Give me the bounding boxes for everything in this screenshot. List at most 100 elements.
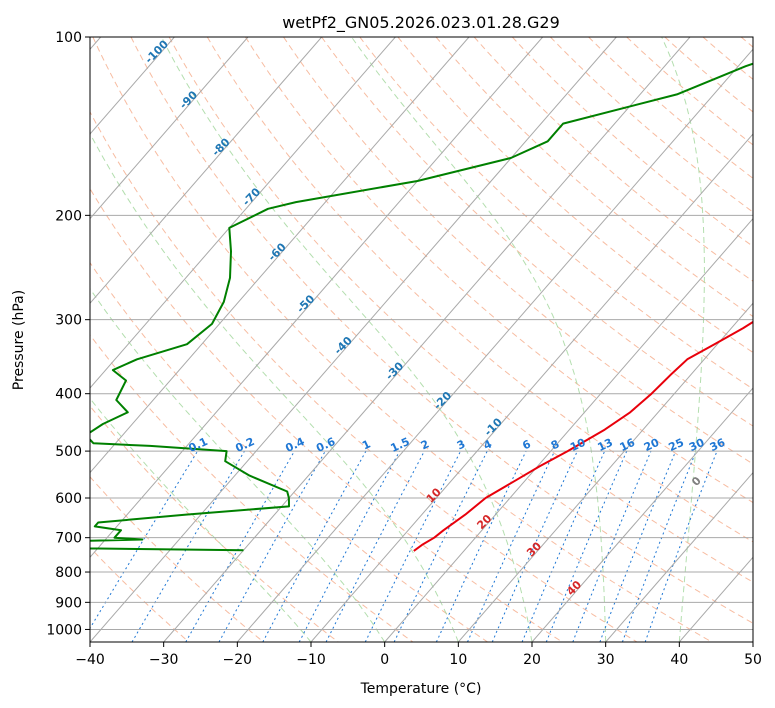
dry-adiabat: [130, 37, 753, 624]
x-tick-label: 30: [597, 652, 615, 668]
mixing-ratio-label: 1.5: [389, 435, 412, 455]
mixing-ratio-label: 2: [419, 437, 431, 452]
x-tick-label: −20: [223, 652, 253, 668]
mixing-ratio-line: [467, 450, 556, 642]
dry-adiabat: [90, 187, 563, 642]
dry-adiabat: [206, 37, 753, 543]
isotherm-label: 0: [689, 474, 704, 489]
isotherm-line: [90, 37, 470, 474]
moist-adiabat: [661, 37, 705, 642]
mixing-ratio-label: 16: [618, 436, 638, 454]
isotherm-line: [90, 37, 249, 220]
temperature-line: [413, 320, 753, 552]
mixing-ratio-line: [644, 450, 718, 642]
x-tick-label: −30: [149, 652, 179, 668]
pseudo-adiabat-label: 20: [474, 512, 494, 532]
mixing-ratio-label: 4: [482, 437, 495, 452]
isotherm-line: [163, 37, 691, 642]
isotherm-label: -40: [332, 334, 355, 357]
mixing-ratio-line: [621, 450, 697, 642]
isotherm-line: [457, 302, 753, 642]
y-tick-label: 700: [55, 531, 82, 547]
x-tick-label: −40: [75, 652, 105, 668]
dry-adiabat: [473, 37, 753, 282]
mixing-ratio-line: [435, 450, 527, 642]
y-axis-title: Pressure (hPa): [11, 290, 27, 390]
pseudo-adiabat-label: 40: [564, 578, 584, 598]
y-tick-label: 200: [55, 208, 82, 224]
dry-adiabat: [550, 37, 753, 213]
mixing-ratio-label: 0.1: [187, 435, 210, 455]
x-tick-label: −10: [296, 652, 326, 668]
isotherm-label: -10: [482, 415, 505, 438]
isotherm-label: -60: [266, 240, 289, 263]
isotherm-line: [752, 641, 753, 642]
dry-adiabat: [90, 334, 414, 642]
dewpoint-line: [90, 62, 753, 552]
isotherm-label: -80: [209, 135, 232, 158]
isotherm-line: [236, 48, 753, 642]
sounding-lines: [90, 62, 753, 552]
isotherm-line: [531, 387, 753, 642]
mixing-ratio-line: [218, 450, 326, 642]
dry-adiabat: [92, 37, 712, 642]
isotherm-label: -50: [294, 292, 317, 315]
x-axis-title: Temperature (°C): [360, 681, 482, 697]
mixing-ratio-line: [298, 450, 401, 642]
isotherm-line: [384, 217, 753, 642]
mixing-ratio-label: 3: [455, 437, 467, 452]
isotherm-line: [90, 37, 617, 642]
dry-adiabat: [435, 37, 753, 318]
dry-adiabat: [740, 37, 753, 48]
mixing-ratio-line: [325, 450, 425, 642]
mixing-ratio-line: [599, 450, 677, 642]
x-tick-label: 20: [523, 652, 541, 668]
isotherm-line: [678, 556, 753, 642]
mixing-ratio-line: [90, 450, 199, 630]
mixing-ratio-label: 0.2: [233, 435, 256, 455]
background-lines: [90, 37, 753, 642]
mixing-ratio-label: 20: [642, 436, 662, 454]
mixing-ratio-label: 6: [520, 437, 533, 452]
pseudo-adiabat-label: 30: [524, 539, 544, 559]
plot-frame: [89, 36, 754, 643]
dry-adiabat: [90, 405, 339, 642]
mixing-ratio-label: 25: [667, 436, 686, 454]
y-tick-label: 800: [55, 565, 82, 581]
y-tick-label: 300: [55, 313, 82, 329]
y-tick-label: 900: [55, 595, 82, 611]
y-tick-label: 1000: [46, 622, 82, 638]
dry-adiabat: [397, 37, 753, 354]
mixing-ratio-label: 36: [708, 436, 728, 454]
y-tick-label: 400: [55, 387, 82, 403]
mixing-ratio-label: 0.4: [283, 435, 306, 455]
isotherm-line: [310, 133, 753, 642]
dry-adiabat: [511, 37, 753, 248]
mixing-ratio-label: 30: [687, 436, 707, 454]
moist-adiabat: [90, 397, 312, 642]
dry-adiabat: [702, 37, 753, 80]
y-tick-label: 100: [55, 30, 82, 46]
dry-adiabat: [90, 476, 264, 642]
isotherm-line: [90, 37, 323, 305]
mixing-ratio-label: 8: [549, 437, 561, 452]
x-tick-label: 40: [670, 652, 688, 668]
axis-ticks: −40 −30 −20 −10 0 10 20 30 40 5010020030040050060…: [46, 30, 762, 668]
y-tick-label: 500: [55, 444, 82, 460]
mixing-ratio-line: [572, 450, 652, 642]
mixing-ratio-line: [262, 450, 367, 642]
grid-lines: [90, 37, 753, 642]
isotherm-label: -30: [383, 359, 406, 382]
isotherm-line: [90, 37, 396, 389]
mixing-ratio-label: 10: [568, 436, 588, 454]
dry-adiabat: [359, 37, 753, 390]
isotherm-label: -70: [240, 185, 263, 208]
mixing-ratio-label: 1: [360, 437, 372, 452]
isotherm-label: -100: [142, 37, 171, 66]
x-tick-label: 0: [380, 652, 389, 668]
dry-adiabat: [168, 37, 753, 583]
moist-adiabat: [90, 287, 386, 642]
mixing-ratio-line: [545, 450, 628, 642]
y-tick-label: 600: [55, 491, 82, 507]
